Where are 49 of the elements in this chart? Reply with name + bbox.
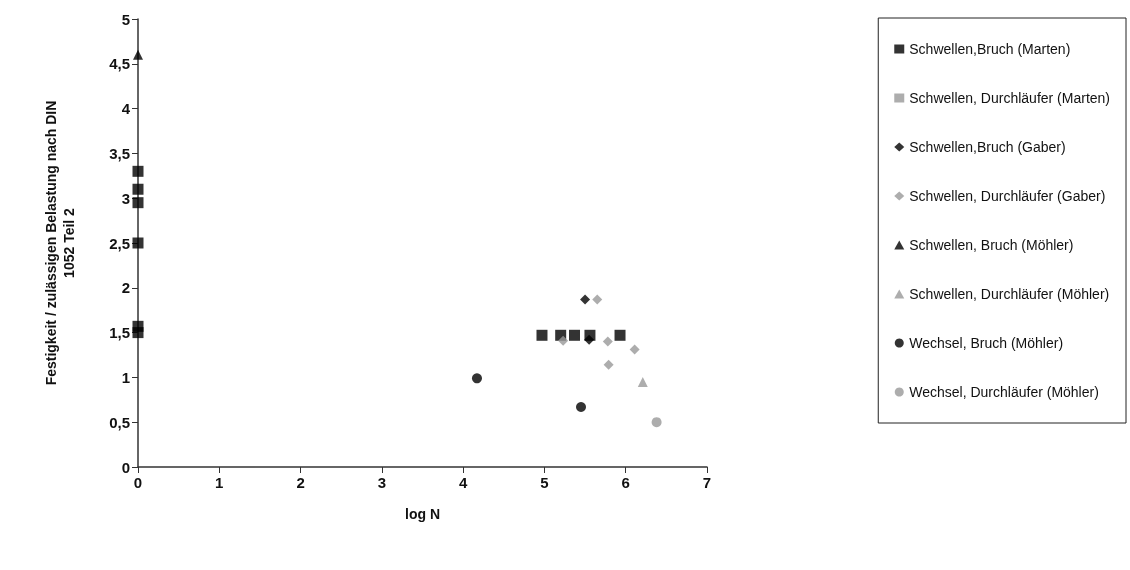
y-tick-label: 0,5 bbox=[109, 413, 130, 431]
point bbox=[132, 197, 144, 209]
point bbox=[471, 373, 482, 384]
y-tick-label: 1,5 bbox=[109, 324, 130, 342]
legend-label: Schwellen, Bruch (Möhler) bbox=[909, 237, 1074, 253]
legend-label: Schwellen, Durchläufer (Möhler) bbox=[909, 286, 1110, 302]
point bbox=[569, 329, 580, 341]
point bbox=[132, 183, 144, 195]
point bbox=[576, 401, 587, 412]
point bbox=[592, 294, 603, 305]
x-tick-label: 4 bbox=[458, 474, 468, 491]
y-tick-label: 4,5 bbox=[109, 55, 130, 73]
y-tick-label: 5 bbox=[121, 10, 130, 28]
point bbox=[536, 329, 548, 341]
y-tick-label: 2,5 bbox=[109, 234, 130, 252]
x-tick-label: 1 bbox=[215, 474, 224, 491]
point bbox=[614, 329, 626, 341]
point bbox=[584, 334, 595, 345]
legend-label: Schwellen, Durchläufer (Marten) bbox=[909, 90, 1111, 106]
point bbox=[629, 344, 640, 355]
point bbox=[132, 237, 144, 249]
y-tick-label: 4 bbox=[121, 100, 131, 118]
x-tick-label: 7 bbox=[702, 474, 712, 491]
point bbox=[637, 376, 648, 387]
y-tick-label: 1 bbox=[121, 368, 130, 386]
point bbox=[132, 320, 144, 332]
legend-label: Schwellen,Bruch (Gaber) bbox=[909, 139, 1066, 155]
point bbox=[580, 294, 591, 305]
x-tick-label: 3 bbox=[377, 474, 387, 491]
x-tick-label: 6 bbox=[621, 474, 630, 491]
legend-label: Schwellen,Bruch (Marten) bbox=[909, 41, 1071, 57]
point bbox=[651, 417, 662, 428]
y-axis-title: Festigkeit / zulässigen Belastung nach DIN 1052 Teil 2 bbox=[43, 100, 77, 386]
point bbox=[133, 49, 143, 60]
x-tick-label: 2 bbox=[296, 474, 305, 491]
x-tick-label: 0 bbox=[133, 474, 143, 491]
point bbox=[132, 165, 144, 177]
point bbox=[558, 335, 569, 346]
legend-label: Schwellen, Durchläufer (Gaber) bbox=[909, 188, 1106, 204]
x-tick-label: 5 bbox=[540, 474, 549, 491]
point bbox=[602, 336, 613, 347]
y-tick-label: 3,5 bbox=[109, 144, 130, 162]
point bbox=[603, 359, 614, 370]
y-tick-label: 2 bbox=[121, 279, 130, 297]
legend-label: Wechsel, Durchläufer (Möhler) bbox=[909, 384, 1099, 400]
x-axis-title: log N bbox=[405, 506, 440, 522]
y-tick-label: 3 bbox=[121, 189, 130, 207]
legend-label: Wechsel, Bruch (Möhler) bbox=[909, 335, 1064, 351]
y-tick-label: 0 bbox=[121, 458, 130, 476]
